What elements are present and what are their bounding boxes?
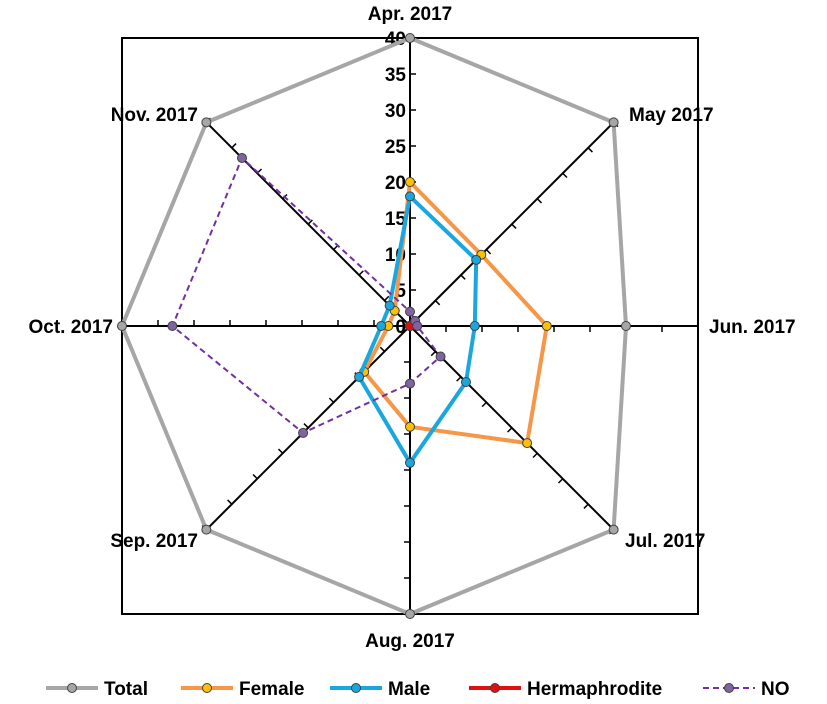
data-point-female	[405, 421, 415, 432]
tick-mark	[307, 219, 313, 225]
legend-label: Female	[239, 679, 304, 700]
data-point-total	[621, 321, 631, 331]
data-point-no	[298, 427, 309, 438]
tick-mark	[231, 143, 237, 149]
data-point-no	[405, 378, 415, 389]
data-point-male	[405, 457, 415, 468]
spoke-label-nov-2017: Nov. 2017	[111, 105, 198, 126]
data-point-no	[236, 152, 247, 163]
data-point-total	[117, 321, 127, 331]
series-layer	[117, 33, 631, 619]
tick-mark	[562, 172, 568, 179]
spoke-nov-2017	[205, 121, 411, 327]
legend-label: NO	[761, 679, 790, 700]
tick-mark	[460, 274, 466, 280]
data-point-male	[376, 321, 387, 331]
tick-mark	[587, 147, 593, 153]
data-point-total	[201, 524, 212, 535]
legend-marker	[724, 683, 734, 693]
tick-mark	[507, 427, 513, 433]
data-point-male	[384, 300, 395, 311]
series-female	[359, 177, 552, 449]
series-male	[354, 191, 482, 468]
legend-item-male: Male	[330, 679, 430, 700]
data-point-no	[405, 306, 415, 317]
legend-label: Total	[104, 679, 148, 700]
tick-mark	[456, 376, 462, 382]
spoke-label-aug-2017: Aug. 2017	[365, 631, 455, 652]
r-tick-label: 20	[385, 173, 406, 194]
tick-mark	[328, 397, 335, 403]
tick-mark	[430, 350, 436, 357]
data-point-no	[167, 321, 178, 331]
r-tick-label: 30	[385, 101, 406, 122]
legend-item-hermaphrodite: Hermaphrodite	[469, 679, 662, 700]
tick-mark	[358, 270, 364, 276]
tick-mark	[379, 346, 386, 352]
data-point-female	[522, 438, 533, 449]
r-tick-label: 35	[385, 65, 407, 86]
series-no	[167, 152, 446, 438]
data-point-total	[405, 609, 415, 619]
tick-mark	[384, 295, 390, 302]
legend-marker	[490, 683, 500, 693]
data-point-male	[461, 377, 472, 388]
spoke-label-jun-2017: Jun. 2017	[709, 317, 796, 338]
tick-mark	[252, 473, 258, 480]
r-tick-label: 15	[385, 209, 407, 230]
tick-mark	[485, 249, 492, 255]
tick-mark	[277, 448, 284, 454]
tick-mark	[536, 198, 543, 204]
tick-mark	[481, 401, 487, 408]
r-tick-label: 0	[395, 317, 406, 338]
data-point-female	[541, 321, 552, 331]
r-tick-label: 5	[395, 281, 406, 302]
tick-mark	[434, 300, 441, 306]
series-total	[117, 33, 631, 619]
spoke-label-oct-2017: Oct. 2017	[29, 317, 114, 338]
legend: Total Female Male Hermaphrodite NO	[46, 679, 790, 700]
data-point-male	[471, 254, 482, 265]
tick-mark	[511, 223, 517, 229]
r-tick-label: 25	[385, 137, 407, 158]
legend-item-no: NO	[703, 679, 790, 700]
tick-mark	[532, 452, 538, 459]
spoke-label-sep-2017: Sep. 2017	[110, 531, 198, 552]
legend-item-female: Female	[181, 679, 304, 700]
data-point-male	[354, 371, 365, 382]
data-point-total	[201, 117, 212, 128]
spoke-label-may-2017: May 2017	[629, 105, 714, 126]
legend-item-total: Total	[46, 679, 148, 700]
spoke-labels: Apr. 2017 May 2017 Jun. 2017 Jul. 2017 Aug. …	[29, 4, 796, 652]
tick-mark	[303, 423, 309, 429]
data-point-no	[412, 321, 423, 331]
data-point-total	[405, 33, 415, 43]
tick-mark	[583, 503, 589, 509]
data-point-male	[469, 321, 480, 331]
legend-marker	[67, 683, 77, 693]
legend-marker	[202, 683, 212, 693]
legend-label: Male	[388, 679, 430, 700]
tick-mark	[227, 499, 233, 505]
tick-mark	[557, 478, 564, 484]
spoke-label-apr-2017: Apr. 2017	[368, 4, 453, 25]
legend-marker	[351, 683, 361, 693]
data-point-male	[405, 191, 415, 202]
data-point-total	[608, 524, 619, 535]
legend-label: Hermaphrodite	[527, 679, 662, 700]
data-point-female	[405, 177, 415, 187]
data-point-total	[608, 117, 619, 128]
data-point-no	[435, 351, 446, 362]
spoke-label-jul-2017: Jul. 2017	[625, 531, 705, 552]
